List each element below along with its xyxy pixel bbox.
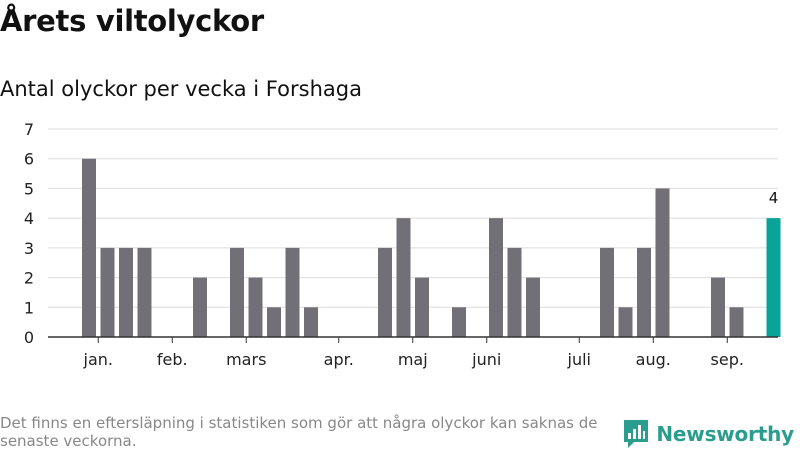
bar [119, 247, 133, 337]
chart-subtitle: Antal olyckor per vecka i Forshaga [0, 77, 362, 101]
y-tick-label: 3 [24, 239, 34, 258]
y-tick-label: 2 [24, 269, 34, 288]
y-tick-label: 0 [24, 328, 34, 347]
x-tick-label: juni [471, 350, 501, 369]
x-tick-label: feb. [157, 350, 188, 369]
bar [378, 247, 392, 337]
bar [452, 307, 466, 337]
bar [507, 247, 522, 337]
bar [526, 277, 540, 337]
x-tick-label: apr. [324, 350, 354, 369]
brand: Newsworthy [624, 418, 794, 450]
y-tick-label: 7 [24, 120, 34, 139]
footnote: Det finns en eftersläpning i statistiken… [0, 414, 598, 450]
x-tick-label: mars [226, 350, 266, 369]
y-tick-label: 5 [24, 179, 34, 198]
data-label: 4 [769, 189, 779, 207]
bar [248, 277, 263, 337]
x-tick-label: sep. [711, 350, 744, 369]
chart-title: Årets viltolyckor [0, 4, 264, 38]
bar [304, 307, 318, 337]
y-tick-label: 6 [24, 150, 34, 169]
brand-name: Newsworthy [656, 422, 794, 446]
bar [82, 158, 96, 337]
bar [600, 247, 614, 337]
x-tick-label: aug. [636, 350, 671, 369]
y-tick-label: 4 [24, 209, 34, 228]
newsworthy-logo-icon [624, 420, 649, 448]
bar [618, 307, 633, 337]
bar [729, 307, 744, 337]
bar-chart: 0 1 2 3 4 5 6 7 4 jan. feb. mars apr. maj juni juli aug.… [24, 120, 781, 369]
bar [193, 277, 207, 337]
bar [415, 277, 429, 337]
bar [396, 218, 411, 337]
bar [637, 247, 651, 337]
highlight-bar [766, 218, 781, 337]
bar [655, 188, 670, 337]
x-tick-label: jan. [83, 350, 113, 369]
bar [489, 218, 503, 337]
y-tick-label: 1 [24, 298, 34, 317]
bar [137, 247, 152, 337]
bar [230, 247, 244, 337]
x-tick-label: maj [398, 350, 428, 369]
bar [711, 277, 725, 337]
bar [267, 307, 281, 337]
bar [100, 247, 115, 337]
x-tick-label: juli [567, 350, 591, 369]
bar [285, 247, 300, 337]
